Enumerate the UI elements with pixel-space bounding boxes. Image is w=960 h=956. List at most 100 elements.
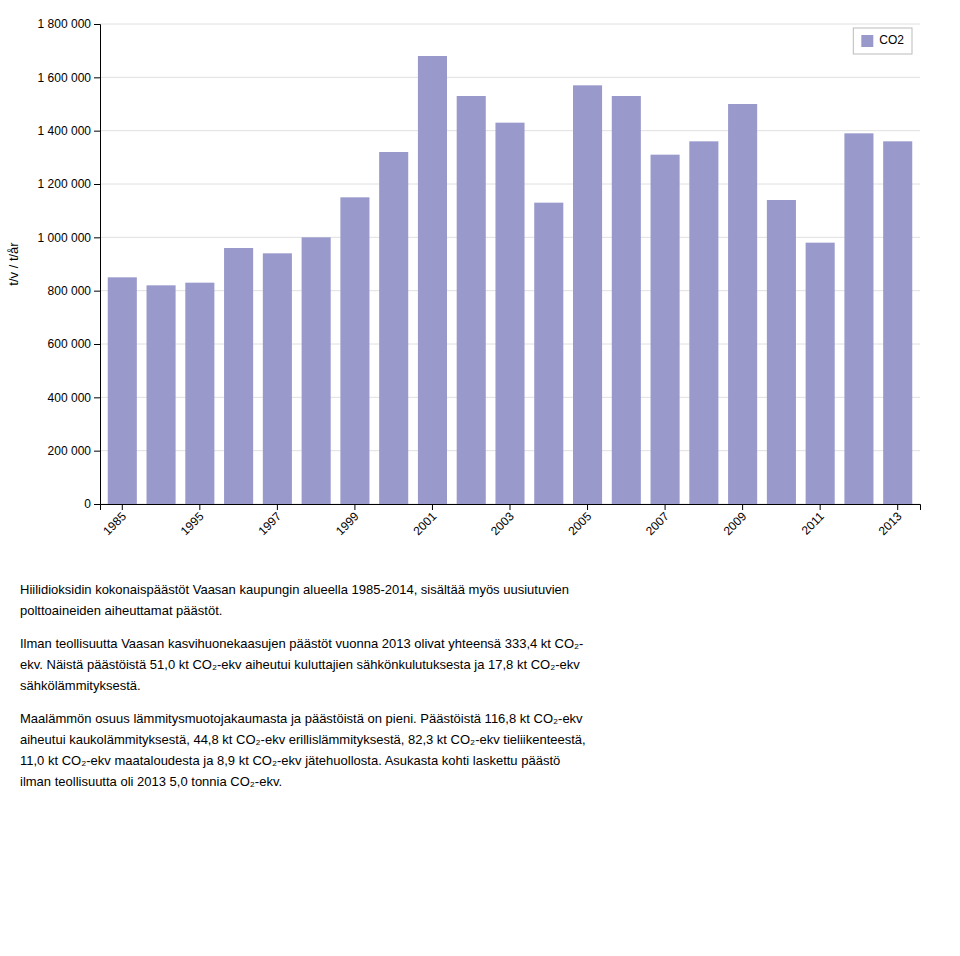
x-tick: 2011 <box>799 504 827 538</box>
y-axis-line <box>94 25 101 505</box>
x-tick-mark <box>354 504 355 510</box>
x-tick: 2001 <box>410 504 439 538</box>
legend-swatch <box>861 35 873 47</box>
y-tick-mark <box>94 451 100 452</box>
bar <box>806 243 835 504</box>
caption-line: ekv. Näistä päästöistä 51,0 kt CO₂-ekv a… <box>20 657 580 672</box>
bar <box>185 283 214 504</box>
bar <box>651 155 680 504</box>
x-tick: 1985 <box>100 504 129 538</box>
bar <box>379 152 408 504</box>
caption-line: aiheutui kaukolämmityksestä, 44,8 kt CO₂… <box>20 732 586 747</box>
y-tick-label: 0 <box>84 497 91 511</box>
x-tick: 1999 <box>333 504 362 538</box>
caption-line: 11,0 kt CO₂-ekv maataloudesta ja 8,9 kt … <box>20 753 560 768</box>
x-tick-label: 2009 <box>721 509 750 538</box>
y-tick-label: 400 000 <box>48 391 92 405</box>
y-tick-label: 1 800 000 <box>38 17 92 31</box>
x-tick-label: 2007 <box>643 509 672 538</box>
bar <box>457 96 486 504</box>
legend: CO2 <box>853 28 912 54</box>
y-tick-mark <box>94 504 100 505</box>
y-tick-mark <box>94 237 100 238</box>
y-tick-mark <box>94 344 100 345</box>
y-tick-mark <box>94 131 100 132</box>
x-tick: 2009 <box>721 504 750 538</box>
legend-label: CO2 <box>879 33 904 47</box>
y-tick-label: 200 000 <box>48 444 92 458</box>
y-tick-mark <box>94 184 100 185</box>
x-tick-label: 1985 <box>100 509 129 538</box>
x-tick: 2013 <box>876 504 905 538</box>
grid <box>100 24 920 504</box>
x-tick: 1995 <box>178 504 207 538</box>
y-tick: 400 000 <box>48 391 100 405</box>
y-tick-label: 1 200 000 <box>38 177 92 191</box>
chart: 0 200 000 400 000 600 000 800 000 1 000 000 1 … <box>0 0 960 956</box>
bar <box>573 85 602 504</box>
bar <box>147 285 176 504</box>
y-tick-mark <box>94 24 100 25</box>
y-tick: 200 000 <box>48 444 100 458</box>
caption-line: Ilman teollisuutta Vaasan kasvihuonekaas… <box>20 636 583 651</box>
x-tick-mark <box>199 504 200 510</box>
y-tick: 1 800 000 <box>38 17 100 31</box>
y-tick-label: 1 400 000 <box>38 124 92 138</box>
bar <box>224 248 253 504</box>
x-tick-mark <box>587 504 588 510</box>
y-tick: 1 200 000 <box>38 177 100 191</box>
y-tick: 0 <box>84 497 100 511</box>
x-tick-label: 2001 <box>410 509 439 538</box>
y-tick-label: 1 000 000 <box>38 231 92 245</box>
x-tick-label: 1999 <box>333 509 362 538</box>
x-axis: 1985 1995 1997 1999 2001 2003 2005 2007 2009 2011… <box>100 504 920 538</box>
caption-line: ilman teollisuutta oli 2013 5,0 tonnia C… <box>20 774 282 789</box>
y-tick-mark <box>94 77 100 78</box>
x-tick-mark <box>897 504 898 510</box>
bar <box>883 141 912 504</box>
x-tick-mark <box>665 504 666 510</box>
x-tick: 1997 <box>255 504 284 538</box>
x-tick: 2005 <box>566 504 595 538</box>
bar <box>844 133 873 504</box>
bar <box>534 203 563 504</box>
y-tick: 600 000 <box>48 337 100 351</box>
y-tick-label: 1 600 000 <box>38 71 92 85</box>
caption-line: Maalämmön osuus lämmitysmuotojakaumasta … <box>20 711 583 726</box>
caption-line: polttoaineiden aiheuttamat päästöt. <box>20 603 222 618</box>
caption-line: Hiilidioksidin kokonaispäästöt Vaasan ka… <box>20 582 569 597</box>
bars <box>108 56 912 504</box>
x-tick-label: 2011 <box>799 509 827 537</box>
x-tick-mark <box>122 504 123 510</box>
x-tick-label: 2003 <box>488 509 517 538</box>
x-tick-mark <box>277 504 278 510</box>
bar <box>108 277 137 504</box>
caption-line: sähkölämmityksestä. <box>20 678 141 693</box>
x-axis-line <box>101 505 921 511</box>
legend-box <box>853 28 912 54</box>
y-tick-mark <box>94 397 100 398</box>
y-tick-label: 800 000 <box>48 284 92 298</box>
x-tick-label: 1997 <box>255 509 284 538</box>
x-tick-mark <box>742 504 743 510</box>
y-axis: 0 200 000 400 000 600 000 800 000 1 000 000 1 … <box>38 17 101 511</box>
y-tick: 1 000 000 <box>38 231 100 245</box>
bar <box>418 56 447 504</box>
x-tick-mark <box>820 504 821 510</box>
y-tick-label: 600 000 <box>48 337 92 351</box>
caption: Hiilidioksidin kokonaispäästöt Vaasan ka… <box>20 582 586 789</box>
bar <box>612 96 641 504</box>
bar <box>263 253 292 504</box>
grid-line <box>100 77 920 78</box>
y-tick: 1 600 000 <box>38 71 100 85</box>
bar <box>340 197 369 504</box>
x-tick: 2003 <box>488 504 517 538</box>
grid-line <box>100 24 920 25</box>
x-tick-mark <box>432 504 433 510</box>
x-tick-label: 2005 <box>566 509 595 538</box>
bar <box>495 123 524 504</box>
plot: 0 200 000 400 000 600 000 800 000 1 000 000 1 … <box>6 17 921 538</box>
x-tick-label: 2013 <box>876 509 905 538</box>
y-tick: 800 000 <box>48 284 100 298</box>
bar <box>767 200 796 504</box>
